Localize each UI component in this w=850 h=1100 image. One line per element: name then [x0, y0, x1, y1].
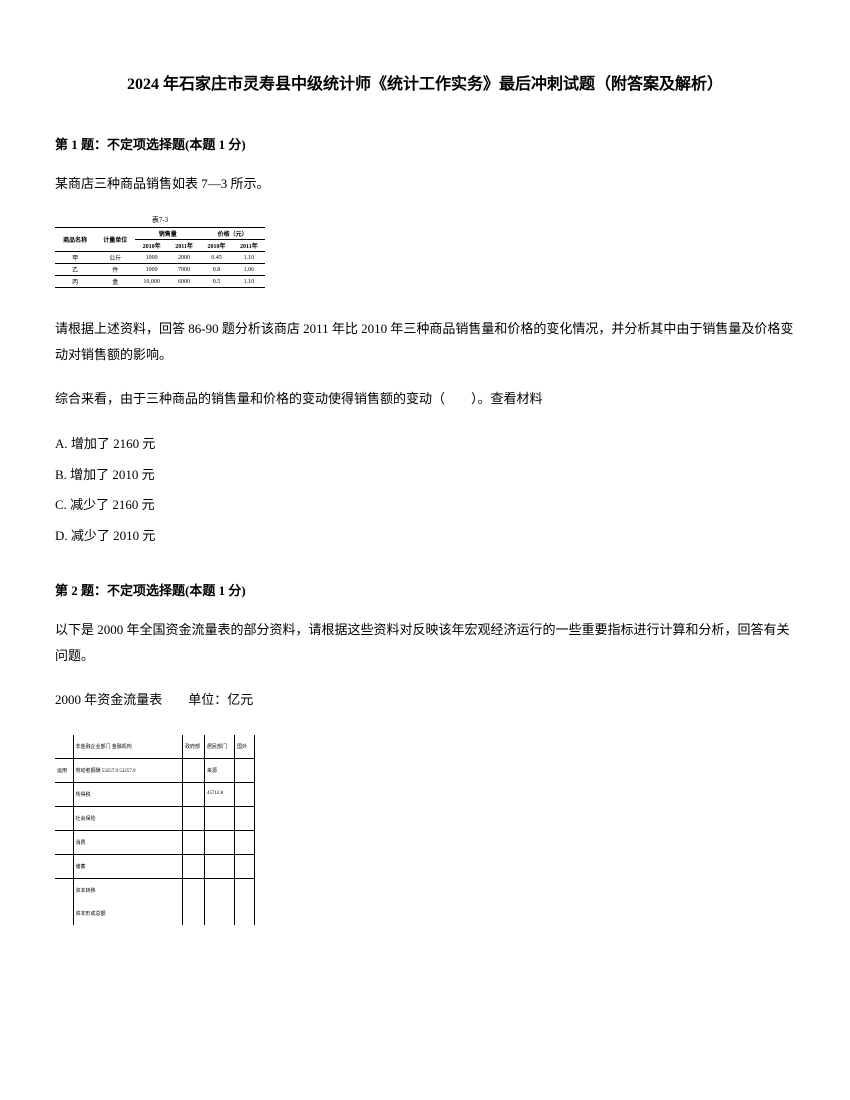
table-cell: 0.45 — [200, 252, 233, 264]
table-cell: 1.06 — [233, 264, 265, 276]
q1-table-caption: 表7-3 — [55, 215, 265, 225]
question-1: 第 1 题：不定项选择题(本题 1 分) 某商店三种商品销售如表 7—3 所示。… — [55, 134, 795, 550]
q2-intro: 以下是 2000 年全国资金流量表的部分资料，请根据这些资料对反映该年宏观经济运… — [55, 617, 795, 669]
table-cell: 消费 — [73, 831, 183, 855]
question-2: 第 2 题：不定项选择题(本题 1 分) 以下是 2000 年全国资金流量表的部… — [55, 580, 795, 925]
table-cell: 运用 — [55, 759, 73, 783]
table-cell: 0.8 — [200, 264, 233, 276]
table-subheader: 2010年 — [135, 240, 168, 252]
q1-options: A. 增加了 2160 元 B. 增加了 2010 元 C. 减少了 2160 … — [55, 430, 795, 550]
table-subheader: 2011年 — [233, 240, 265, 252]
table-row: 消费 — [55, 831, 255, 855]
q1-table: 表7-3 商品名称 计量单位 销售量 价格（元） 2010年 2011年 201… — [55, 215, 795, 288]
table-row: 乙 件 1000 7000 0.8 1.06 — [55, 264, 265, 276]
table-row: 运用 劳动者报酬 53257.9 53257.9 来源 — [55, 759, 255, 783]
q2-header: 第 2 题：不定项选择题(本题 1 分) — [55, 580, 795, 599]
table-cell: 7000 — [168, 264, 200, 276]
table-cell: 储蓄 — [73, 855, 183, 879]
table-cell: 1000 — [135, 264, 168, 276]
table-row: 所得税 45712.8 — [55, 783, 255, 807]
q1-data-table: 商品名称 计量单位 销售量 价格（元） 2010年 2011年 2010年 20… — [55, 227, 265, 288]
table-cell: 劳动者报酬 53257.9 53257.9 — [73, 759, 183, 783]
table-cell: 所得税 — [73, 783, 183, 807]
table-cell: 公斤 — [95, 252, 135, 264]
table-cell: 丙 — [55, 276, 95, 288]
table-cell: 国外 — [235, 735, 255, 759]
table-cell: 乙 — [55, 264, 95, 276]
table-cell: 甲 — [55, 252, 95, 264]
table-header: 计量单位 — [95, 228, 135, 252]
q1-body1: 请根据上述资料，回答 86-90 题分析该商店 2011 年比 2010 年三种… — [55, 316, 795, 368]
table-cell: 政府部 — [183, 735, 205, 759]
table-header: 商品名称 — [55, 228, 95, 252]
table-cell: 盒 — [95, 276, 135, 288]
q1-header: 第 1 题：不定项选择题(本题 1 分) — [55, 134, 795, 153]
q1-intro: 某商店三种商品销售如表 7—3 所示。 — [55, 171, 795, 197]
table-header: 价格（元） — [200, 228, 265, 240]
page-title: 2024 年石家庄市灵寿县中级统计师《统计工作实务》最后冲刺试题（附答案及解析） — [55, 70, 795, 94]
table-cell: 10,000 — [135, 276, 168, 288]
table-cell: 1000 — [135, 252, 168, 264]
option-c: C. 减少了 2160 元 — [55, 491, 795, 520]
table-row: 社会保险 — [55, 807, 255, 831]
q2-table-title: 2000 年资金流量表 单位：亿元 — [55, 687, 795, 713]
option-b: B. 增加了 2010 元 — [55, 461, 795, 490]
table-cell: 社会保险 — [73, 807, 183, 831]
q2-table: 非金融企业部门 金融机构 政府部 居民部门 国外 运用 劳动者报酬 53257.… — [55, 735, 255, 925]
table-row: 资本形成总额 — [55, 902, 255, 925]
table-cell: 资本形成总额 — [73, 902, 183, 925]
table-cell: 6000 — [168, 276, 200, 288]
table-cell: 来源 — [205, 759, 235, 783]
table-subheader: 2010年 — [200, 240, 233, 252]
table-cell: 非金融企业部门 金融机构 — [73, 735, 183, 759]
table-subheader: 2011年 — [168, 240, 200, 252]
option-a: A. 增加了 2160 元 — [55, 430, 795, 459]
table-row: 非金融企业部门 金融机构 政府部 居民部门 国外 — [55, 735, 255, 759]
table-row: 储蓄 — [55, 855, 255, 879]
table-cell: 资本转移 — [73, 879, 183, 903]
table-cell: 件 — [95, 264, 135, 276]
table-cell: 居民部门 — [205, 735, 235, 759]
table-row: 丙 盒 10,000 6000 0.5 1.10 — [55, 276, 265, 288]
table-cell: 1.10 — [233, 276, 265, 288]
table-cell: 0.5 — [200, 276, 233, 288]
table-row: 甲 公斤 1000 2000 0.45 1.10 — [55, 252, 265, 264]
table-cell: 2000 — [168, 252, 200, 264]
table-cell: 1.10 — [233, 252, 265, 264]
q1-body2: 综合来看，由于三种商品的销售量和价格的变动使得销售额的变动（ ）。查看材料 — [55, 386, 795, 412]
option-d: D. 减少了 2010 元 — [55, 522, 795, 551]
table-header: 销售量 — [135, 228, 200, 240]
table-cell: 45712.8 — [205, 783, 235, 807]
table-row: 资本转移 — [55, 879, 255, 903]
